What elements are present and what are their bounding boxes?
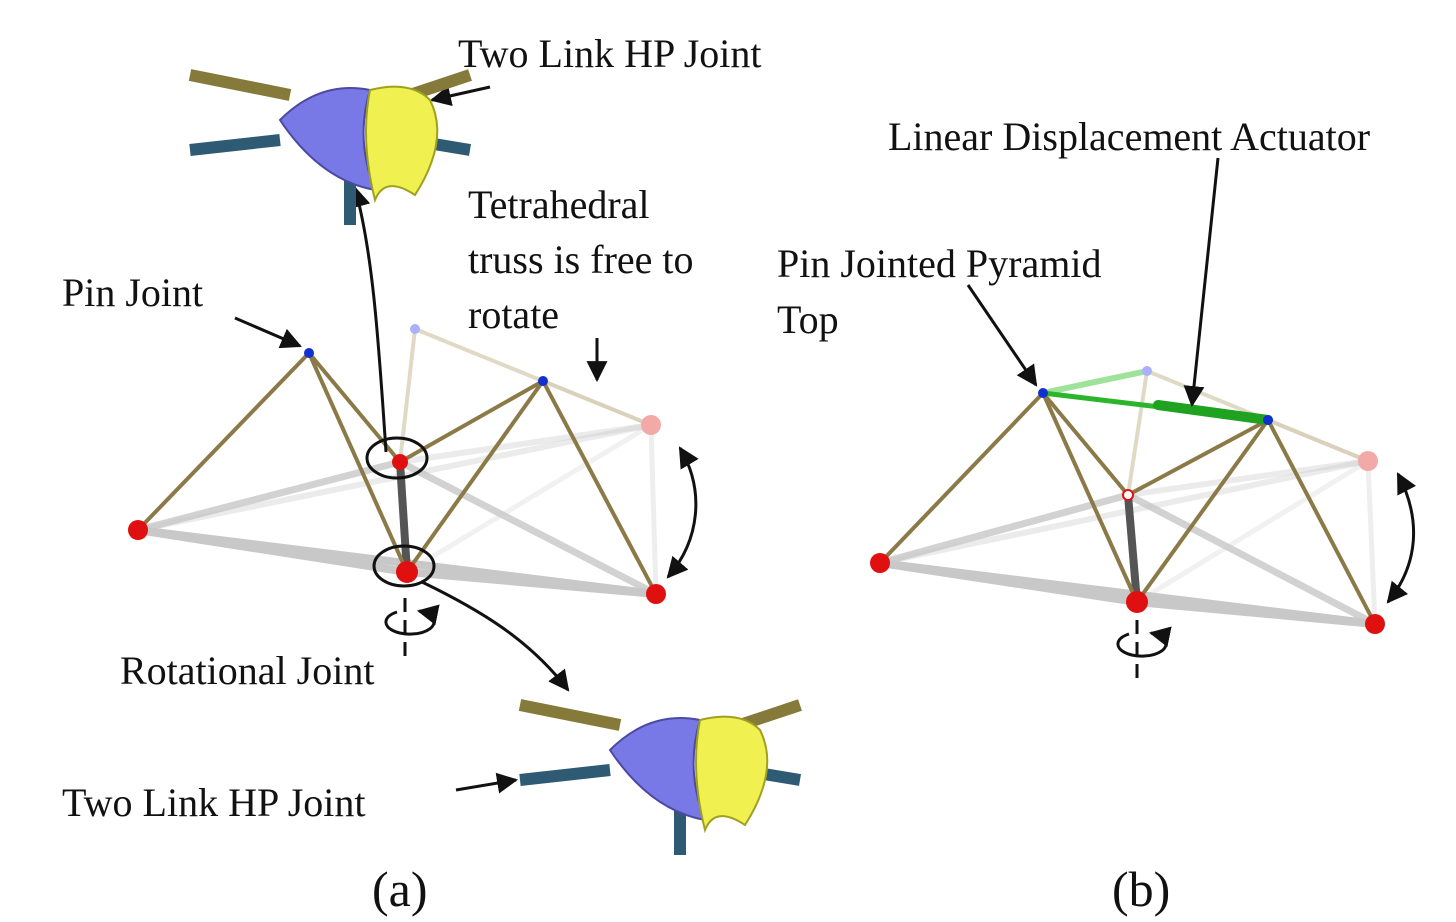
label: rotate	[468, 292, 559, 337]
node	[1263, 415, 1273, 425]
strut	[880, 563, 1137, 602]
strut	[1368, 461, 1375, 624]
joint-link	[190, 140, 280, 150]
panel-label: (a)	[372, 861, 428, 917]
node	[396, 561, 418, 583]
label: Two Link HP Joint	[458, 31, 762, 76]
strut	[543, 381, 651, 425]
strut	[1128, 461, 1368, 495]
strut	[1128, 371, 1147, 495]
label: Pin Joint	[62, 270, 203, 315]
arrow	[1388, 474, 1414, 602]
strut	[880, 461, 1368, 563]
node	[392, 454, 408, 470]
rotation-arrow	[386, 611, 434, 634]
actuator	[1043, 371, 1147, 393]
label: Rotational Joint	[120, 648, 374, 693]
joint-link	[520, 705, 620, 725]
label: Linear Displacement Actuator	[888, 114, 1370, 159]
joint-half	[280, 88, 375, 190]
arrow	[235, 318, 300, 346]
drawing	[128, 75, 1414, 855]
arrow	[456, 780, 516, 790]
node	[641, 415, 661, 435]
node	[870, 553, 890, 573]
strut	[138, 530, 407, 572]
label: Pin Jointed Pyramid	[777, 241, 1101, 286]
label: Top	[777, 297, 839, 342]
body: Two Link HP Joint Tetrahedral truss is f…	[0, 0, 1456, 922]
joint-half	[610, 718, 705, 820]
node	[304, 348, 314, 358]
arrow	[422, 582, 568, 690]
joint-half	[366, 87, 437, 200]
strut	[1268, 420, 1368, 461]
label: Tetrahedral	[468, 182, 650, 227]
node	[1123, 490, 1133, 500]
label: Two Link HP Joint	[62, 780, 366, 825]
node	[410, 324, 420, 334]
strut	[138, 353, 309, 530]
joint-link	[190, 75, 290, 95]
joint-half	[696, 717, 767, 830]
arrow	[1192, 158, 1218, 405]
joint-link	[520, 770, 610, 780]
node	[538, 376, 548, 386]
node	[1142, 366, 1152, 376]
strut	[1043, 393, 1128, 495]
strut	[400, 425, 651, 462]
figure: Two Link HP Joint Tetrahedral truss is f…	[0, 0, 1456, 922]
label: truss is free to	[468, 237, 694, 282]
node	[1365, 614, 1385, 634]
strut	[880, 495, 1128, 563]
arrow	[668, 448, 696, 577]
node	[646, 584, 666, 604]
strut	[651, 425, 656, 594]
panel-label: (b)	[1112, 861, 1170, 917]
node	[1038, 388, 1048, 398]
node	[1126, 591, 1148, 613]
arrow	[968, 285, 1036, 385]
node	[1358, 451, 1378, 471]
node	[128, 520, 148, 540]
page: Truss joints diagram {"panel_a": {"label…	[0, 0, 1456, 922]
rotation-arrow	[1118, 633, 1166, 656]
